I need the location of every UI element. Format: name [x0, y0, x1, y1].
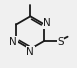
Text: N: N — [43, 18, 51, 28]
Text: S: S — [57, 37, 64, 47]
Text: N: N — [26, 47, 34, 57]
Text: N: N — [9, 37, 17, 47]
